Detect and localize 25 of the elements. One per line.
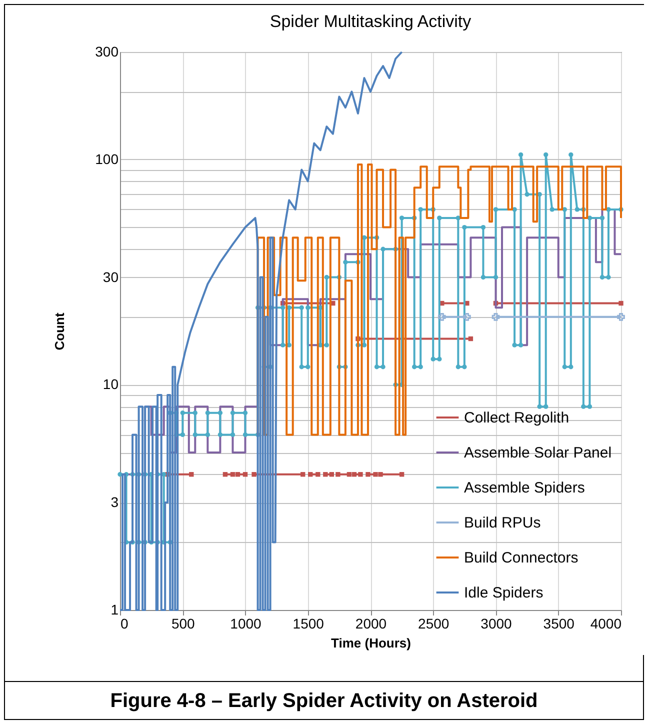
legend-label: Collect Regolith <box>464 410 570 426</box>
x-axis-title: Time (Hours) <box>331 636 411 650</box>
legend-label: Build RPUs <box>464 514 541 532</box>
y-tick-label: 300 <box>95 44 119 60</box>
x-tick-label: 3500 <box>543 616 575 632</box>
y-tick-label: 3 <box>110 494 119 510</box>
x-tick-label: 0 <box>120 616 128 632</box>
y-axis-title: Count <box>52 312 68 350</box>
x-tick-label: 2500 <box>418 616 450 632</box>
y-tick-label: 100 <box>95 150 119 167</box>
x-tick-label: 1500 <box>292 616 324 632</box>
chart-title: Spider Multitasking Activity <box>270 12 472 31</box>
legend-label: Idle Spiders <box>464 584 544 602</box>
legend-label: Assemble Spiders <box>464 480 585 496</box>
y-tick-label: 1 <box>110 602 119 618</box>
y-tick-label: 10 <box>102 376 119 392</box>
y-tick-label: 30 <box>102 268 119 285</box>
legend-label: Assemble Solar Panel <box>464 444 612 462</box>
x-tick-label: 4000 <box>590 616 622 632</box>
x-tick-label: 3000 <box>480 616 512 632</box>
legend-label: Build Connectors <box>464 550 578 566</box>
caption: Figure 4-8 – Early Spider Activity on Asteroid <box>5 681 643 721</box>
x-tick-label: 2000 <box>355 616 387 632</box>
x-tick-label: 500 <box>171 616 196 632</box>
x-tick-label: 1000 <box>230 616 262 632</box>
